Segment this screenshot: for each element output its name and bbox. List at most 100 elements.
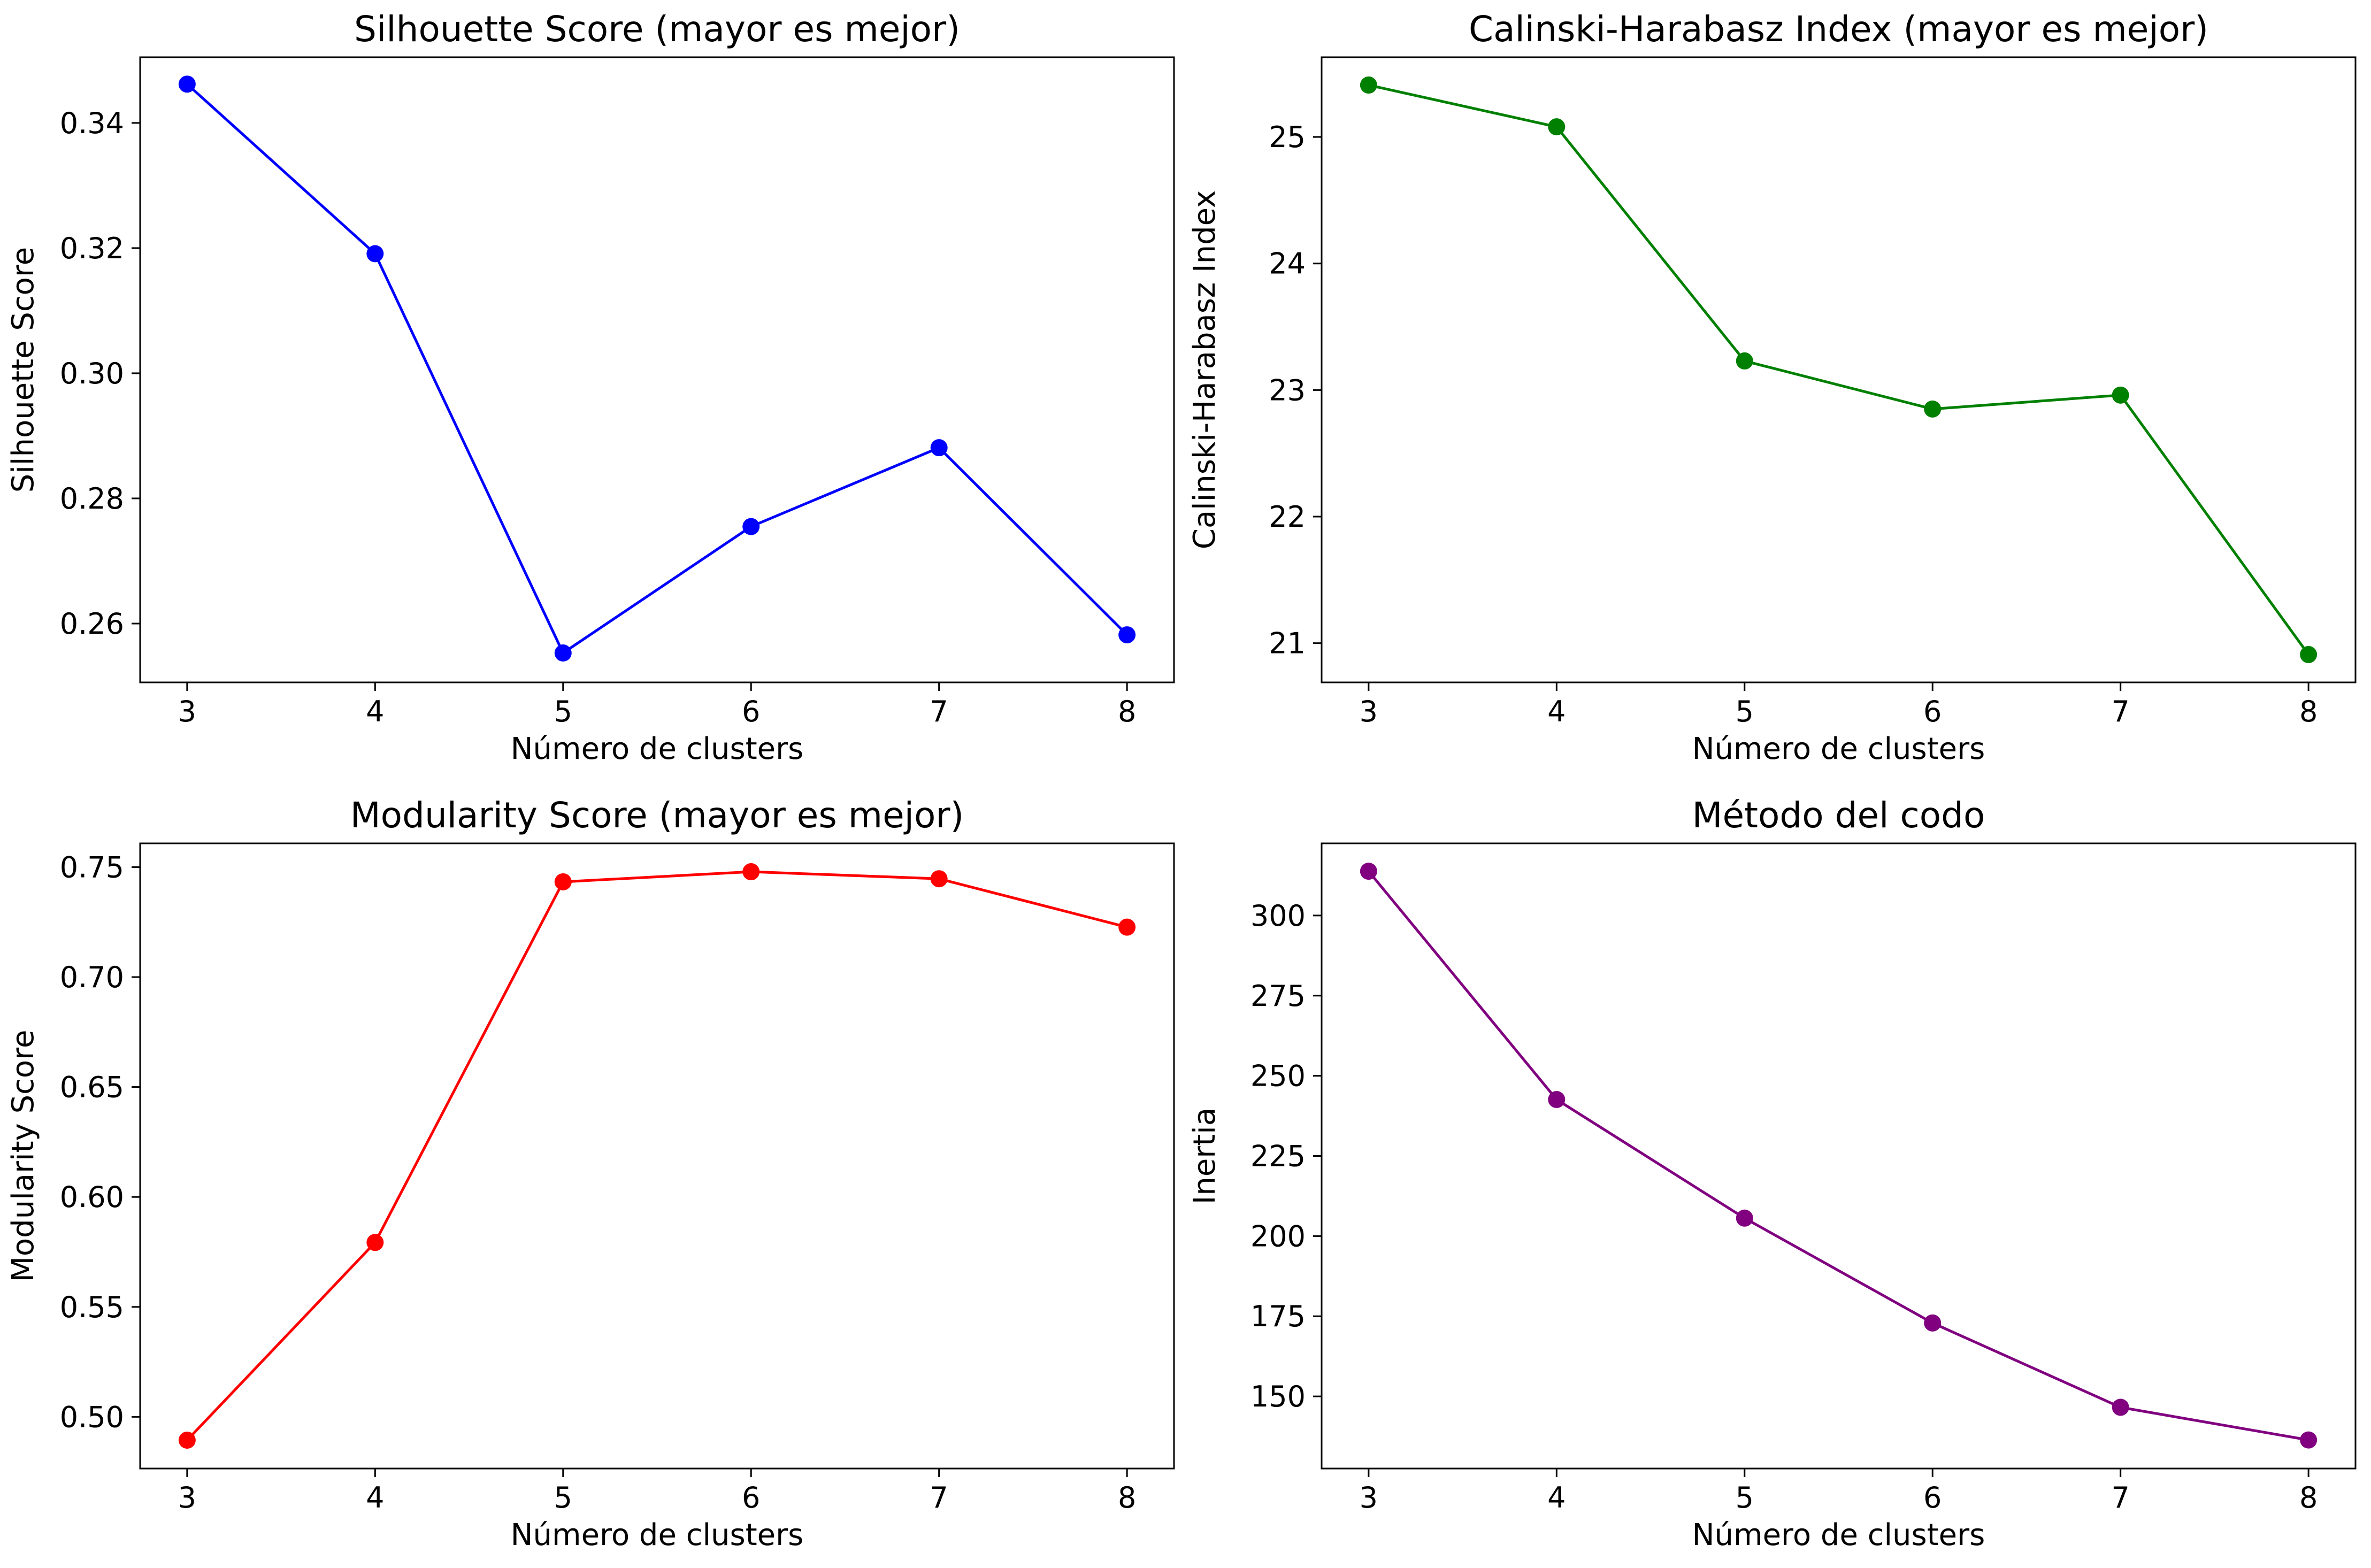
calinski-harabasz-y-axis: 21 22 23 24 25 [1269,120,1322,660]
silhouette-x-tick-label: 3 [178,695,196,728]
elbow-y-axis-label: Inertia [1187,1108,1222,1204]
elbow-x-axis-label: Número de clusters [1692,1518,1985,1552]
elbow-x-axis: 3 4 5 6 7 8 [1360,1469,2318,1515]
silhouette-chart-title: Silhouette Score (mayor es mejor) [354,9,960,50]
calinski-harabasz-data-point [1736,352,1753,370]
calinski-harabasz-data-point [1548,118,1566,136]
elbow-y-tick-label: 250 [1250,1059,1306,1093]
calinski-harabasz-y-tick-label: 23 [1269,373,1306,407]
calinski-harabasz-chart-panel: 3 4 5 6 7 8 21 22 23 24 25 Calinski-Harabasz Inde… [1187,9,2357,766]
modularity-data-point [930,870,948,888]
modularity-chart-panel: 3 4 5 6 7 8 0.50 0.55 0.60 0.65 0.70 0.75 Modulari… [6,795,1175,1552]
elbow-plot-area [1321,842,2357,1470]
elbow-data-point [1924,1314,1942,1332]
elbow-y-tick-label: 175 [1250,1300,1306,1333]
silhouette-x-tick-label: 5 [554,695,572,728]
calinski-harabasz-x-tick-label: 8 [2299,695,2318,728]
calinski-harabasz-x-axis-label: Número de clusters [1692,732,1985,766]
calinski-harabasz-x-tick-label: 4 [1547,695,1566,728]
modularity-y-axis-label: Modularity Score [6,1030,41,1282]
silhouette-data-point [742,518,760,535]
modularity-series [178,863,1136,1449]
modularity-data-point [366,1234,384,1251]
calinski-harabasz-series-line [1368,83,2310,656]
calinski-harabasz-plot-area [1321,56,2357,683]
modularity-x-axis: 3 4 5 6 7 8 [178,1469,1136,1515]
elbow-data-point [2112,1398,2129,1416]
modularity-chart-title: Modularity Score (mayor es mejor) [350,795,964,836]
elbow-chart-panel: 3 4 5 6 7 8 150 175 200 225 250 275 300 Método del … [1187,795,2357,1552]
calinski-harabasz-x-tick-label: 6 [1923,695,1942,728]
calinski-harabasz-data-point [2300,645,2318,663]
calinski-harabasz-data-point [2112,386,2129,404]
calinski-harabasz-x-tick-label: 3 [1360,695,1378,728]
modularity-y-tick-label: 0.70 [60,960,124,994]
calinski-harabasz-x-axis: 3 4 5 6 7 8 [1360,682,2318,728]
modularity-x-tick-label: 8 [1118,1481,1136,1515]
silhouette-data-point [366,245,384,263]
elbow-x-tick-label: 8 [2299,1481,2318,1515]
elbow-data-point [2300,1431,2318,1449]
calinski-harabasz-data-point [1924,400,1942,418]
elbow-y-tick-label: 275 [1250,979,1306,1013]
silhouette-plot-area [139,56,1175,683]
elbow-x-tick-label: 5 [1736,1481,1754,1515]
modularity-data-point [1118,918,1136,936]
silhouette-x-tick-label: 4 [366,695,384,728]
silhouette-data-point [1118,626,1136,644]
modularity-data-point [178,1431,196,1449]
silhouette-x-tick-label: 6 [742,695,760,728]
calinski-harabasz-y-tick-label: 22 [1269,500,1306,534]
silhouette-x-axis: 3 4 5 6 7 8 [178,682,1136,728]
modularity-y-tick-label: 0.60 [60,1180,124,1214]
elbow-data-point [1360,863,1377,880]
modularity-data-point [742,863,760,881]
modularity-series-line [186,870,1127,1441]
calinski-harabasz-y-tick-label: 21 [1269,627,1306,660]
modularity-y-tick-label: 0.55 [60,1290,124,1324]
silhouette-data-point [178,75,196,93]
silhouette-y-axis: 0.26 0.28 0.30 0.32 0.34 [60,106,140,641]
calinski-harabasz-chart-title: Calinski-Harabasz Index (mayor es mejor) [1469,9,2208,50]
elbow-data-point [1736,1209,1753,1227]
silhouette-data-point [930,439,948,457]
silhouette-series-line [186,83,1128,655]
silhouette-chart-panel: 3 4 5 6 7 8 0.26 0.28 0.30 0.32 0.34 Silhouette S… [6,9,1175,766]
silhouette-y-tick-label: 0.30 [60,357,124,390]
calinski-harabasz-y-axis-label: Calinski-Harabasz Index [1187,190,1222,550]
elbow-x-tick-label: 6 [1923,1481,1942,1515]
modularity-y-tick-label: 0.65 [60,1071,124,1104]
elbow-series-line [1367,870,2309,1442]
silhouette-y-tick-label: 0.32 [60,232,124,265]
elbow-y-tick-label: 225 [1250,1140,1306,1173]
modularity-y-axis: 0.50 0.55 0.60 0.65 0.70 0.75 [60,850,140,1434]
modularity-x-tick-label: 5 [554,1481,572,1515]
silhouette-x-axis-label: Número de clusters [511,732,804,766]
silhouette-y-axis-label: Silhouette Score [6,247,41,493]
elbow-y-tick-label: 150 [1250,1380,1306,1413]
elbow-x-tick-label: 7 [2112,1481,2130,1515]
silhouette-y-tick-label: 0.26 [60,607,124,641]
calinski-harabasz-series [1360,76,2318,663]
elbow-y-tick-label: 200 [1250,1219,1306,1253]
elbow-series [1360,863,2318,1449]
modularity-plot-area [139,842,1175,1470]
silhouette-x-tick-label: 8 [1118,695,1136,728]
modularity-x-tick-label: 7 [930,1481,948,1515]
elbow-y-axis: 150 175 200 225 250 275 300 [1250,899,1322,1413]
calinski-harabasz-data-point [1360,76,1377,94]
elbow-y-tick-label: 300 [1250,899,1306,933]
calinski-harabasz-y-tick-label: 25 [1269,120,1306,154]
elbow-x-tick-label: 3 [1360,1481,1378,1515]
silhouette-y-tick-label: 0.28 [60,482,124,516]
modularity-x-tick-label: 6 [742,1481,760,1515]
silhouette-series [178,75,1136,662]
modularity-x-axis-label: Número de clusters [511,1518,804,1552]
calinski-harabasz-x-tick-label: 5 [1736,695,1754,728]
modularity-x-tick-label: 4 [366,1481,384,1515]
modularity-x-tick-label: 3 [178,1481,196,1515]
silhouette-y-tick-label: 0.34 [60,106,124,140]
calinski-harabasz-x-tick-label: 7 [2112,695,2130,728]
modularity-y-tick-label: 0.50 [60,1400,124,1434]
